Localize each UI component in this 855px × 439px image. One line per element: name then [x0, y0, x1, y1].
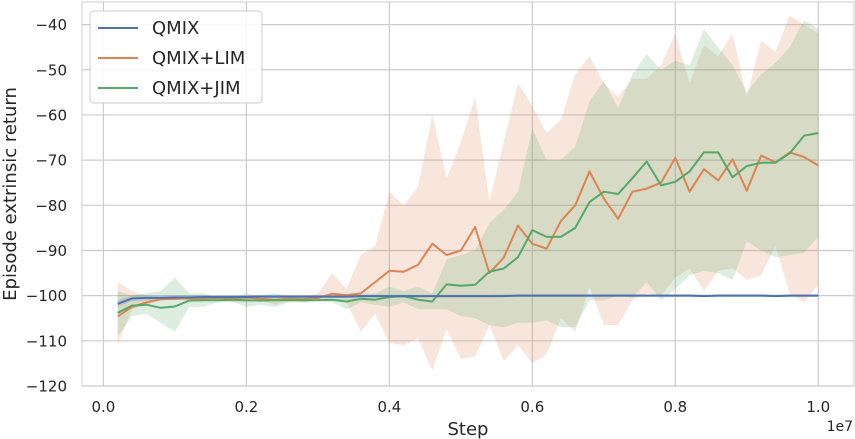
legend-entry: QMIX+JIM: [152, 78, 241, 99]
line-qmix: [117, 294, 819, 305]
legend-entry: QMIX+LIM: [152, 48, 245, 69]
line-qmix-jim: [117, 132, 819, 314]
y-tick-label: −40: [35, 16, 67, 34]
x-tick-label: 0.4: [377, 398, 401, 416]
y-tick-label: −110: [26, 332, 67, 350]
x-tick-label: 0.0: [92, 398, 116, 416]
y-tick-label: −120: [26, 378, 67, 396]
x-tick-label: 0.6: [520, 398, 544, 416]
y-tick-label: −60: [35, 106, 67, 124]
x-tick-label: 0.2: [234, 398, 258, 416]
legend-box: [89, 10, 263, 104]
x-tick-label: 0.8: [663, 398, 687, 416]
x-axis-offset-label: 1e7: [827, 419, 853, 435]
plot-frame: [81, 1, 855, 387]
legend-entry: QMIX: [152, 18, 199, 39]
grid-lines: [82, 2, 854, 387]
line-qmix-lim: [117, 151, 819, 318]
y-axis-label: Episode extrinsic return: [0, 87, 21, 301]
y-tick-labels: −120 −110 −100 −90 −80 −70 −60 −50 −40: [26, 16, 67, 395]
x-tick-label: 1.0: [806, 398, 830, 416]
x-axis-label: Step: [448, 419, 489, 439]
y-tick-label: −80: [35, 197, 67, 215]
y-tick-label: −100: [26, 287, 67, 305]
x-tick-labels: 0.0 0.2 0.4 0.6 0.8 1.0: [92, 398, 831, 416]
series-lines: [117, 132, 819, 318]
y-tick-label: −70: [35, 152, 67, 170]
y-tick-label: −50: [35, 61, 67, 79]
band-qmix-jim: [117, 20, 819, 337]
band-qmix-lim: [117, 15, 819, 371]
legend: QMIX QMIX+LIM QMIX+JIM: [89, 10, 263, 104]
y-tick-label: −90: [35, 242, 67, 260]
